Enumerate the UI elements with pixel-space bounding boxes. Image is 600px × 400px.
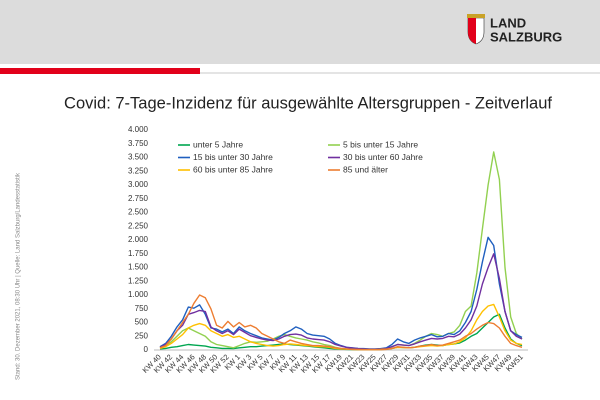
chart-title: Covid: 7-Tage-Inzidenz für ausgewählte A… xyxy=(64,94,552,112)
y-tick-label: 500 xyxy=(135,318,149,327)
y-tick-label: 2.750 xyxy=(128,194,149,203)
y-tick-label: 1.000 xyxy=(128,290,149,299)
series-line xyxy=(159,294,523,351)
y-tick-label: 750 xyxy=(135,304,149,313)
y-tick-label: 3.500 xyxy=(128,153,149,162)
series-line xyxy=(159,253,523,350)
logo-text: LAND xyxy=(490,15,526,30)
logo-text: SALZBURG xyxy=(490,29,562,44)
logo-shield-red xyxy=(468,18,476,44)
legend-label: unter 5 Jahre xyxy=(193,139,243,149)
y-tick-label: 1.750 xyxy=(128,249,149,258)
y-tick-label: 3.250 xyxy=(128,166,149,175)
logo: LAND SALZBURG xyxy=(467,14,562,44)
y-tick-label: 3.000 xyxy=(128,180,149,189)
y-tick-label: 2.000 xyxy=(128,235,149,244)
y-tick-label: 0 xyxy=(144,345,149,354)
legend-label: 60 bis unter 85 Jahre xyxy=(193,164,273,174)
red-bar xyxy=(0,68,200,74)
y-tick-label: 4.000 xyxy=(128,125,149,134)
logo-crown xyxy=(467,14,485,18)
y-tick-label: 3.750 xyxy=(128,139,149,148)
source-note: Stand: 30. Dezember 2021, 08:30 Uhr | Qu… xyxy=(16,172,22,380)
legend-label: 85 und älter xyxy=(343,164,388,174)
header-band xyxy=(0,0,600,64)
y-tick-label: 1.250 xyxy=(128,276,149,285)
legend-label: 5 bis unter 15 Jahre xyxy=(343,139,418,149)
legend-label: 30 bis unter 60 Jahre xyxy=(343,152,423,162)
y-tick-label: 2.250 xyxy=(128,221,149,230)
y-tick-label: 250 xyxy=(135,331,149,340)
legend-label: 15 bis unter 30 Jahre xyxy=(193,152,273,162)
y-tick-label: 2.500 xyxy=(128,208,149,217)
y-tick-label: 1.500 xyxy=(128,263,149,272)
